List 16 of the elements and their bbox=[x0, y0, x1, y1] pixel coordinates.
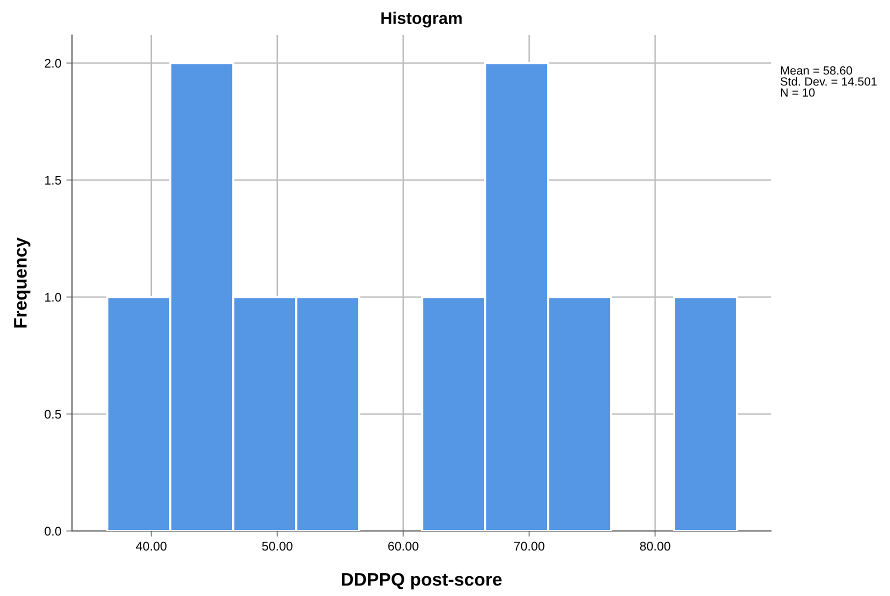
x-tick-label: 50.00 bbox=[262, 542, 292, 551]
y-tick-label: 0.0 bbox=[44, 526, 62, 536]
y-tick-label: 0.5 bbox=[44, 410, 62, 419]
text: Std. Dev. = 14.501 bbox=[780, 77, 877, 86]
x-tick-label: 40.00 bbox=[136, 542, 166, 551]
chart-title: Histogram bbox=[381, 12, 462, 28]
y-tick-label: 1.0 bbox=[45, 292, 62, 302]
y-axis-title: Frequency bbox=[14, 237, 30, 328]
y-tick-label: 2.0 bbox=[44, 58, 62, 68]
x-tick-label: 80.00 bbox=[640, 542, 670, 551]
y-tick-label: 1.5 bbox=[45, 176, 62, 185]
text: N = 10 bbox=[780, 88, 815, 97]
x-axis-title: DDPPQ post-score bbox=[342, 572, 502, 590]
x-tick-label: 60.00 bbox=[388, 542, 418, 551]
text: Mean = 58.60 bbox=[780, 66, 852, 75]
x-tick-label: 70.00 bbox=[514, 542, 544, 551]
